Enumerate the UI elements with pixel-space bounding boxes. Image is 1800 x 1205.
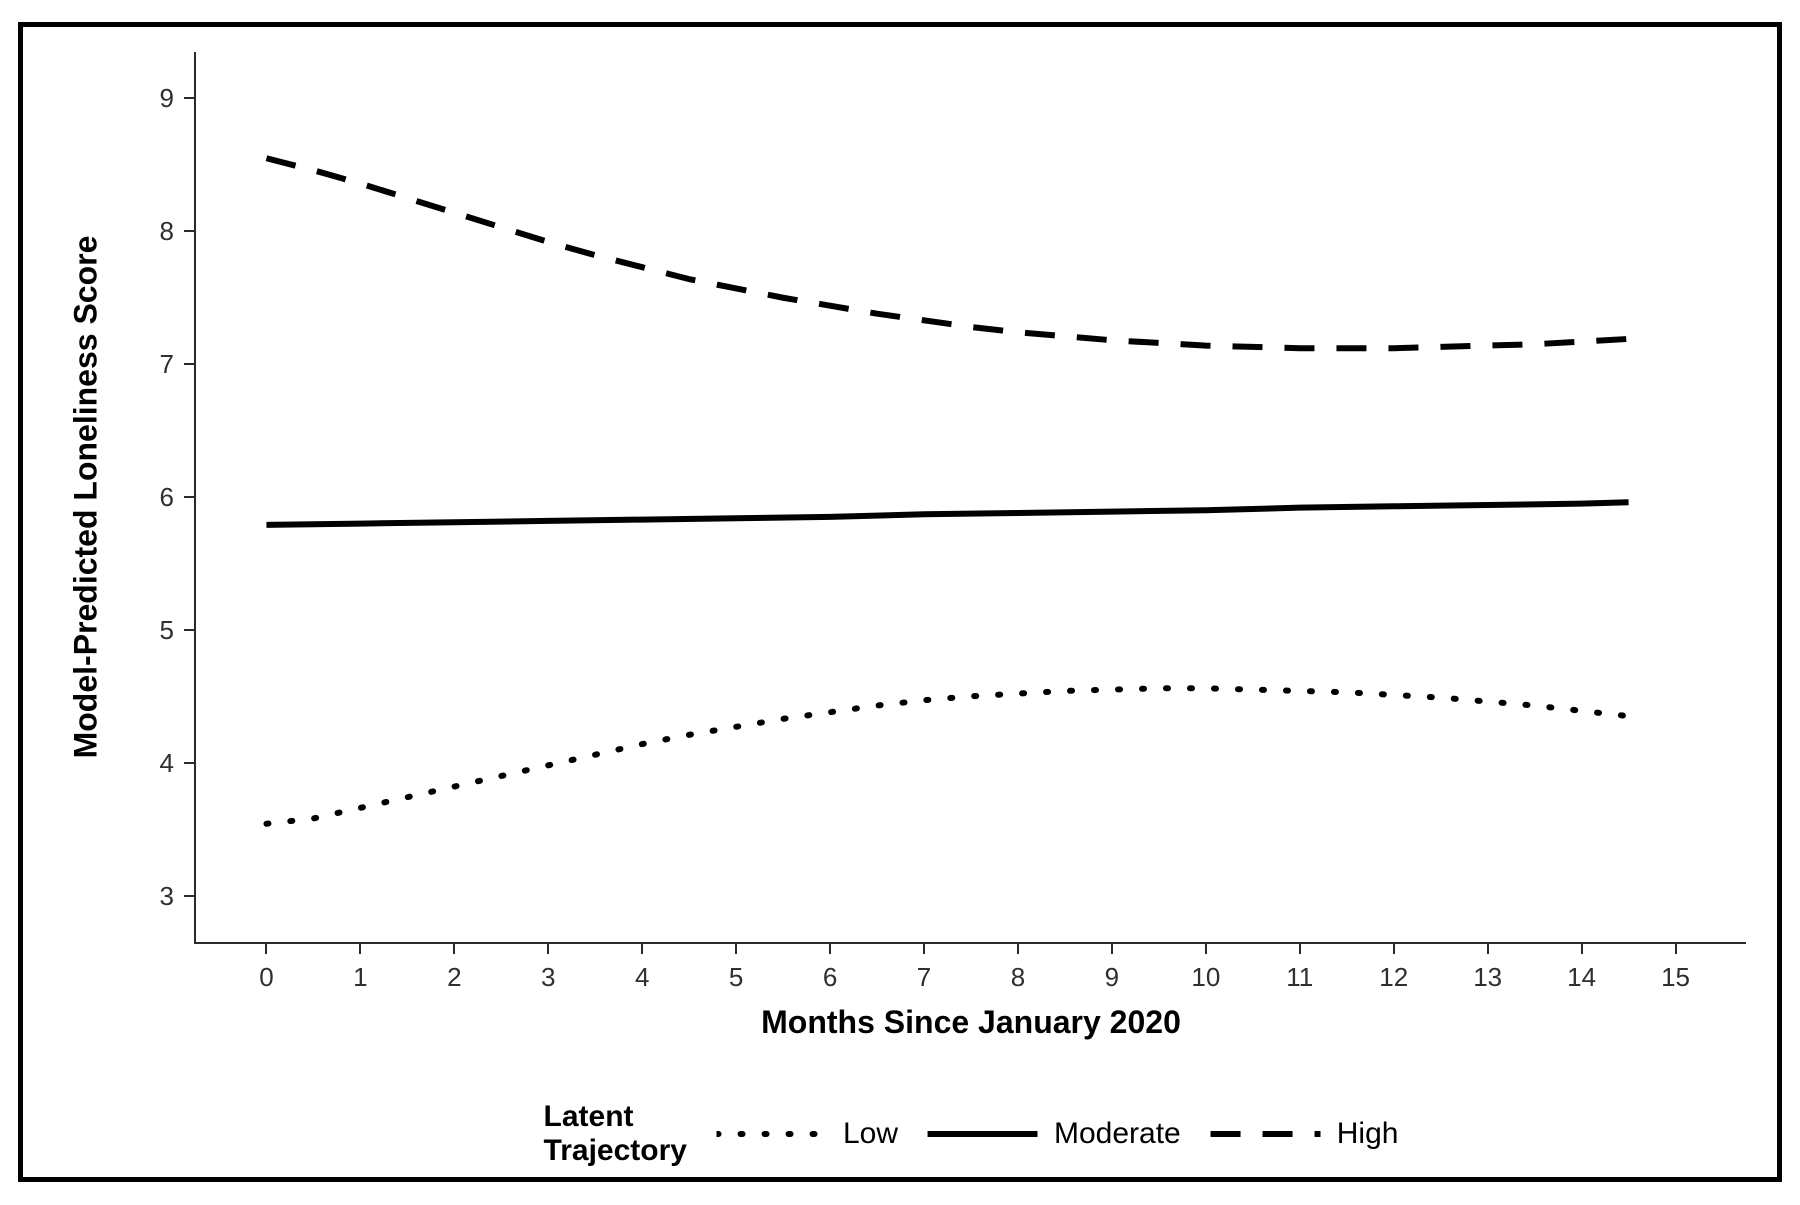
y-tick bbox=[184, 230, 194, 232]
x-tick-label: 4 bbox=[612, 962, 672, 993]
x-tick-label: 15 bbox=[1646, 962, 1706, 993]
legend-item-high: High bbox=[1211, 1117, 1399, 1151]
legend-item-moderate: Moderate bbox=[928, 1117, 1181, 1151]
y-tick bbox=[184, 762, 194, 764]
x-tick-label: 13 bbox=[1458, 962, 1518, 993]
legend-label-moderate: Moderate bbox=[1054, 1117, 1181, 1151]
legend-swatch-moderate bbox=[928, 1124, 1038, 1144]
legend-swatch-high bbox=[1211, 1124, 1321, 1144]
y-tick bbox=[184, 895, 194, 897]
legend-title: Latent Trajectory bbox=[544, 1100, 687, 1168]
x-tick-label: 1 bbox=[330, 962, 390, 993]
x-tick-label: 2 bbox=[424, 962, 484, 993]
x-tick-label: 6 bbox=[800, 962, 860, 993]
y-axis-title: Model-Predicted Loneliness Score bbox=[68, 236, 105, 759]
x-tick bbox=[453, 944, 455, 954]
y-tick-label: 8 bbox=[160, 216, 174, 247]
y-tick-label: 5 bbox=[160, 615, 174, 646]
y-tick-label: 4 bbox=[160, 748, 174, 779]
x-tick-label: 3 bbox=[518, 962, 578, 993]
x-tick bbox=[735, 944, 737, 954]
x-tick bbox=[359, 944, 361, 954]
x-tick bbox=[829, 944, 831, 954]
x-tick bbox=[923, 944, 925, 954]
x-axis-line bbox=[196, 942, 1746, 944]
x-tick-label: 14 bbox=[1552, 962, 1612, 993]
x-axis-title: Months Since January 2020 bbox=[761, 1004, 1181, 1041]
y-tick-label: 9 bbox=[160, 83, 174, 114]
x-tick bbox=[1675, 944, 1677, 954]
x-tick bbox=[1205, 944, 1207, 954]
x-tick-label: 5 bbox=[706, 962, 766, 993]
x-tick-label: 7 bbox=[894, 962, 954, 993]
x-tick-label: 8 bbox=[988, 962, 1048, 993]
x-tick-label: 9 bbox=[1082, 962, 1142, 993]
y-tick bbox=[184, 496, 194, 498]
x-tick bbox=[1111, 944, 1113, 954]
x-tick-label: 11 bbox=[1270, 962, 1330, 993]
legend: Latent Trajectory Low Moderate High bbox=[544, 1100, 1399, 1168]
y-tick-label: 7 bbox=[160, 349, 174, 380]
x-tick bbox=[1581, 944, 1583, 954]
legend-label-low: Low bbox=[843, 1117, 898, 1151]
y-tick bbox=[184, 97, 194, 99]
x-tick bbox=[1393, 944, 1395, 954]
legend-label-high: High bbox=[1337, 1117, 1399, 1151]
y-axis-line bbox=[194, 52, 196, 944]
x-tick bbox=[641, 944, 643, 954]
x-tick-label: 10 bbox=[1176, 962, 1236, 993]
x-tick bbox=[1299, 944, 1301, 954]
y-tick bbox=[184, 363, 194, 365]
x-tick bbox=[265, 944, 267, 954]
x-tick bbox=[547, 944, 549, 954]
x-tick bbox=[1487, 944, 1489, 954]
x-tick bbox=[1017, 944, 1019, 954]
x-tick-label: 0 bbox=[236, 962, 296, 993]
y-tick-label: 3 bbox=[160, 881, 174, 912]
y-tick bbox=[184, 629, 194, 631]
legend-item-low: Low bbox=[717, 1117, 898, 1151]
y-tick-label: 6 bbox=[160, 482, 174, 513]
x-tick-label: 12 bbox=[1364, 962, 1424, 993]
legend-swatch-low bbox=[717, 1124, 827, 1144]
